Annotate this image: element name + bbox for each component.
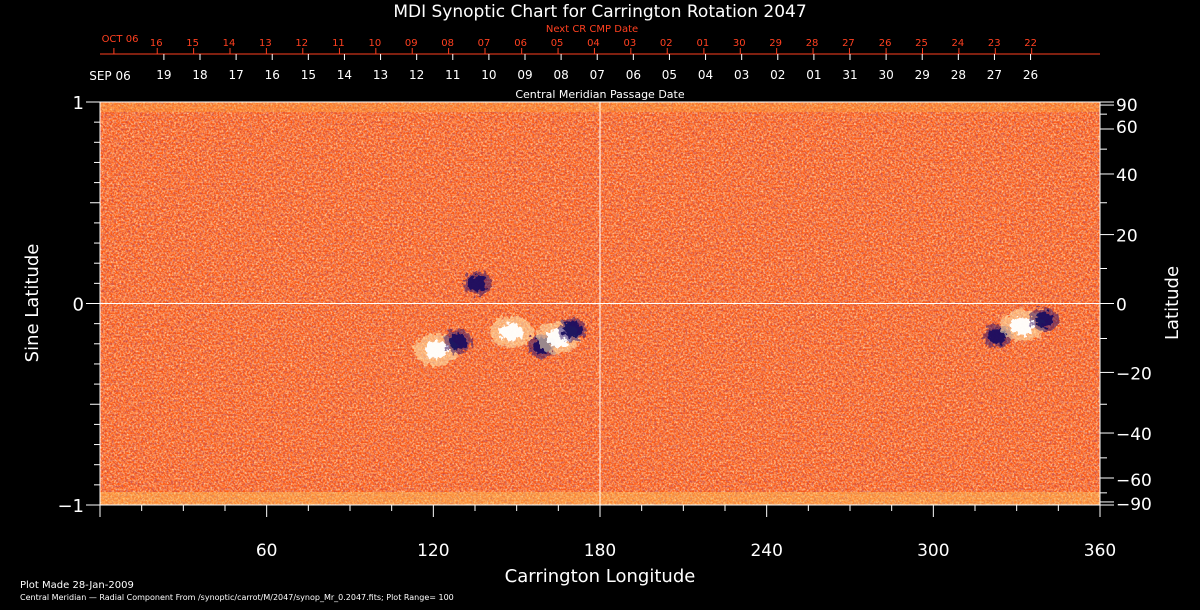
x-axis: 60 120 180 240 300 360 <box>99 505 1116 561</box>
top-axis-date-label: 14 <box>223 38 236 49</box>
top-axis-date-label: 06 <box>514 38 527 49</box>
y-left-tick-label: 1 <box>73 93 84 114</box>
y-right-tick-label: −40 <box>1116 425 1152 445</box>
cmp-axis-date-label: 18 <box>192 68 207 82</box>
x-tick-label: 240 <box>750 541 782 561</box>
top-axis-date-label: 13 <box>259 38 272 49</box>
next-cr-cmp-dates: 16 15 14 13 12 11 10 09 08 07 06 05 04 03 02 01 30 29 28 27… <box>113 38 1037 54</box>
y-right-tick-label: 40 <box>1116 166 1138 186</box>
cmp-date-axis-title: Central Meridian Passage Date <box>515 88 684 101</box>
x-tick-label: 300 <box>917 541 949 561</box>
top-axis-date-label: 01 <box>697 38 710 49</box>
top-axis-date-label: 04 <box>587 38 600 49</box>
cmp-axis-date-label: 01 <box>806 68 821 82</box>
plot-made-note: Plot Made 28-Jan-2009 <box>20 580 134 591</box>
cmp-axis-date-label: 30 <box>878 68 893 82</box>
x-tick-label: 360 <box>1084 541 1116 561</box>
active-region-negative <box>463 271 492 296</box>
top-axis-date-label: 27 <box>842 38 855 49</box>
active-region-negative <box>558 317 587 342</box>
footer-details: Central Meridian — Radial Component From… <box>20 593 454 602</box>
cmp-axis-date-label: 14 <box>337 68 352 82</box>
cmp-axis-date-label: 07 <box>590 68 605 82</box>
cmp-axis-date-label: 29 <box>915 68 930 82</box>
x-tick-label: 60 <box>256 541 278 561</box>
region-core <box>1035 311 1054 328</box>
y-right-tick-label: 90 <box>1116 96 1138 116</box>
next-cr-cmp-start-label: OCT 06 <box>102 34 139 45</box>
top-axis-date-label: 05 <box>551 38 564 49</box>
cmp-axis-date-label: 17 <box>228 68 243 82</box>
region-core <box>499 322 524 341</box>
next-cr-cmp-axis: Next CR CMP Date OCT 06 <box>100 24 1100 55</box>
active-region-negative <box>1030 307 1059 332</box>
cmp-axis-date-label: 19 <box>156 68 171 82</box>
top-axis-date-label: 02 <box>660 38 673 49</box>
cmp-axis-date-label: 02 <box>770 68 785 82</box>
y-left-tick-label: −1 <box>57 496 84 517</box>
top-axis-date-label: 09 <box>405 38 418 49</box>
cmp-axis-date-label: 11 <box>445 68 460 82</box>
cmp-axis-date-label: 16 <box>265 68 280 82</box>
top-axis-date-label: 28 <box>806 38 819 49</box>
cmp-dates: 19 18 17 16 15 14 13 12 11 10 09 08 07 06 05 04 03 02 01 31… <box>156 54 1038 82</box>
x-axis-label: Carrington Longitude <box>505 566 696 587</box>
top-axis-date-label: 12 <box>295 38 308 49</box>
region-core <box>449 333 468 350</box>
y-right-tick-label: −20 <box>1116 364 1152 384</box>
region-core <box>468 275 487 292</box>
top-axis-date-label: 30 <box>733 38 746 49</box>
cmp-axis-date-label: 04 <box>698 68 713 82</box>
chart-title: MDI Synoptic Chart for Carrington Rotati… <box>393 2 806 22</box>
top-axis-date-label: 24 <box>952 38 965 49</box>
active-region-negative <box>444 329 473 354</box>
x-tick-label: 120 <box>417 541 449 561</box>
cmp-date-axis: SEP 06 Central Meridian Passage Date <box>89 69 685 101</box>
y-right-tick-label: 60 <box>1116 118 1138 138</box>
cmp-axis-date-label: 09 <box>517 68 532 82</box>
y-axis-right-label: Latitude <box>1162 266 1183 340</box>
top-axis-date-label: 29 <box>769 38 782 49</box>
region-core <box>424 340 449 359</box>
cmp-date-start-label: SEP 06 <box>89 69 131 83</box>
top-axis-date-label: 16 <box>150 38 163 49</box>
y-right-tick-label: 0 <box>1116 296 1127 316</box>
y-right-tick-label: −60 <box>1116 471 1152 491</box>
top-axis-date-label: 03 <box>623 38 636 49</box>
cmp-axis-date-label: 28 <box>951 68 966 82</box>
y-axis-left: 1 0 −1 <box>57 93 100 517</box>
cmp-axis-date-label: 10 <box>481 68 496 82</box>
top-axis-date-label: 11 <box>332 38 345 49</box>
cmp-axis-date-label: 26 <box>1023 68 1038 82</box>
y-left-tick-label: 0 <box>73 295 84 316</box>
top-axis-date-label: 25 <box>915 38 928 49</box>
top-axis-date-label: 15 <box>186 38 199 49</box>
y-right-tick-label: 20 <box>1116 227 1138 247</box>
top-axis-date-label: 08 <box>441 38 454 49</box>
cmp-axis-date-label: 05 <box>662 68 677 82</box>
y-right-tick-label: −90 <box>1116 495 1152 515</box>
top-axis-date-label: 23 <box>988 38 1001 49</box>
region-core <box>1010 316 1035 335</box>
next-cr-cmp-axis-title: Next CR CMP Date <box>546 24 638 35</box>
top-axis-date-label: 07 <box>478 38 491 49</box>
active-region-positive <box>489 315 534 348</box>
top-axis-date-label: 10 <box>368 38 381 49</box>
cmp-axis-date-label: 27 <box>987 68 1002 82</box>
cmp-axis-date-label: 15 <box>301 68 316 82</box>
x-tick-label: 180 <box>584 541 616 561</box>
top-axis-date-label: 22 <box>1024 38 1037 49</box>
region-core <box>988 327 1007 344</box>
top-axis-date-label: 26 <box>879 38 892 49</box>
cmp-axis-date-label: 13 <box>373 68 388 82</box>
region-core <box>563 321 582 338</box>
cmp-axis-date-label: 31 <box>842 68 857 82</box>
cmp-axis-date-label: 12 <box>409 68 424 82</box>
y-axis-left-label: Sine Latitude <box>22 244 43 363</box>
cmp-axis-date-label: 03 <box>734 68 749 82</box>
cmp-axis-date-label: 08 <box>553 68 568 82</box>
cmp-axis-date-label: 06 <box>626 68 641 82</box>
